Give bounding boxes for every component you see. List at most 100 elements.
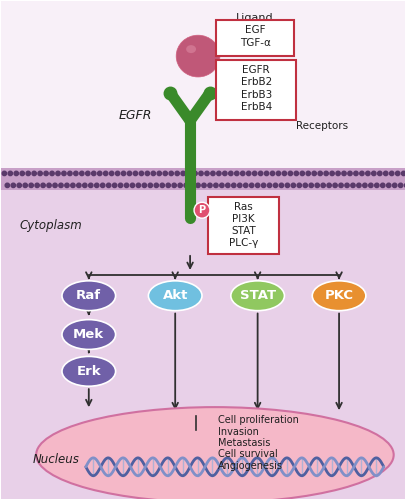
Circle shape [17,183,21,188]
Ellipse shape [62,320,115,350]
Circle shape [294,171,298,175]
Circle shape [32,171,36,175]
Circle shape [55,171,60,175]
Bar [1,190,404,498]
Circle shape [26,171,30,175]
Circle shape [341,171,345,175]
Circle shape [314,183,319,188]
Circle shape [216,171,221,175]
Circle shape [59,183,63,188]
Circle shape [109,171,113,175]
Circle shape [219,183,224,188]
Circle shape [299,171,304,175]
Text: ErbB3: ErbB3 [240,90,271,100]
Text: P: P [198,205,205,215]
Circle shape [160,183,164,188]
Circle shape [296,183,301,188]
Ellipse shape [311,281,365,310]
Circle shape [246,171,250,175]
Text: EGF: EGF [244,25,265,35]
Circle shape [379,183,384,188]
Text: Cell survival: Cell survival [217,450,277,460]
Circle shape [270,171,274,175]
Circle shape [127,171,131,175]
Ellipse shape [230,281,284,310]
Circle shape [77,183,81,188]
Circle shape [124,183,128,188]
FancyBboxPatch shape [216,20,293,56]
Circle shape [394,171,399,175]
Circle shape [249,183,253,188]
Text: EGFR: EGFR [119,110,152,122]
Text: Raf: Raf [76,289,101,302]
Circle shape [70,183,75,188]
Circle shape [213,183,217,188]
Circle shape [388,171,393,175]
Circle shape [207,183,212,188]
Circle shape [353,171,357,175]
Text: Invasion: Invasion [217,426,258,436]
Text: Erk: Erk [76,365,101,378]
Circle shape [100,183,104,188]
Circle shape [288,171,292,175]
Circle shape [231,183,235,188]
Circle shape [192,171,197,175]
Circle shape [130,183,134,188]
Circle shape [281,171,286,175]
Circle shape [41,183,45,188]
Circle shape [166,183,170,188]
Circle shape [181,171,185,175]
Circle shape [53,183,57,188]
Circle shape [210,171,215,175]
Circle shape [261,183,265,188]
Circle shape [403,183,405,188]
Circle shape [276,171,280,175]
Circle shape [11,183,15,188]
Circle shape [177,183,182,188]
Bar [1,2,404,168]
Circle shape [368,183,372,188]
Circle shape [64,183,69,188]
Circle shape [347,171,351,175]
Circle shape [240,171,244,175]
Circle shape [168,171,173,175]
Circle shape [255,183,259,188]
Circle shape [267,183,271,188]
Ellipse shape [36,407,393,500]
Circle shape [103,171,108,175]
Text: Receptors: Receptors [296,120,347,130]
Bar [1,168,404,190]
Circle shape [79,171,84,175]
Text: Mek: Mek [73,328,104,341]
Circle shape [234,171,239,175]
Circle shape [365,171,369,175]
Text: Cytoplasm: Cytoplasm [19,218,82,232]
Circle shape [320,183,324,188]
Circle shape [44,171,48,175]
Circle shape [29,183,33,188]
Circle shape [154,183,158,188]
Circle shape [151,171,155,175]
Circle shape [194,202,209,218]
Circle shape [305,171,310,175]
Circle shape [163,171,167,175]
Circle shape [225,183,230,188]
Circle shape [311,171,315,175]
Circle shape [121,171,126,175]
Text: PKC: PKC [324,289,353,302]
Circle shape [383,171,387,175]
Circle shape [371,171,375,175]
Text: Ras: Ras [234,202,252,212]
Circle shape [290,183,295,188]
Text: Nucleus: Nucleus [32,454,79,466]
Circle shape [397,183,402,188]
Circle shape [50,171,54,175]
Circle shape [38,171,42,175]
Circle shape [264,171,268,175]
Circle shape [83,183,87,188]
Circle shape [252,171,256,175]
FancyBboxPatch shape [208,197,278,254]
Text: PI3K: PI3K [232,214,254,224]
Circle shape [148,183,152,188]
Text: EGFR: EGFR [242,65,269,75]
